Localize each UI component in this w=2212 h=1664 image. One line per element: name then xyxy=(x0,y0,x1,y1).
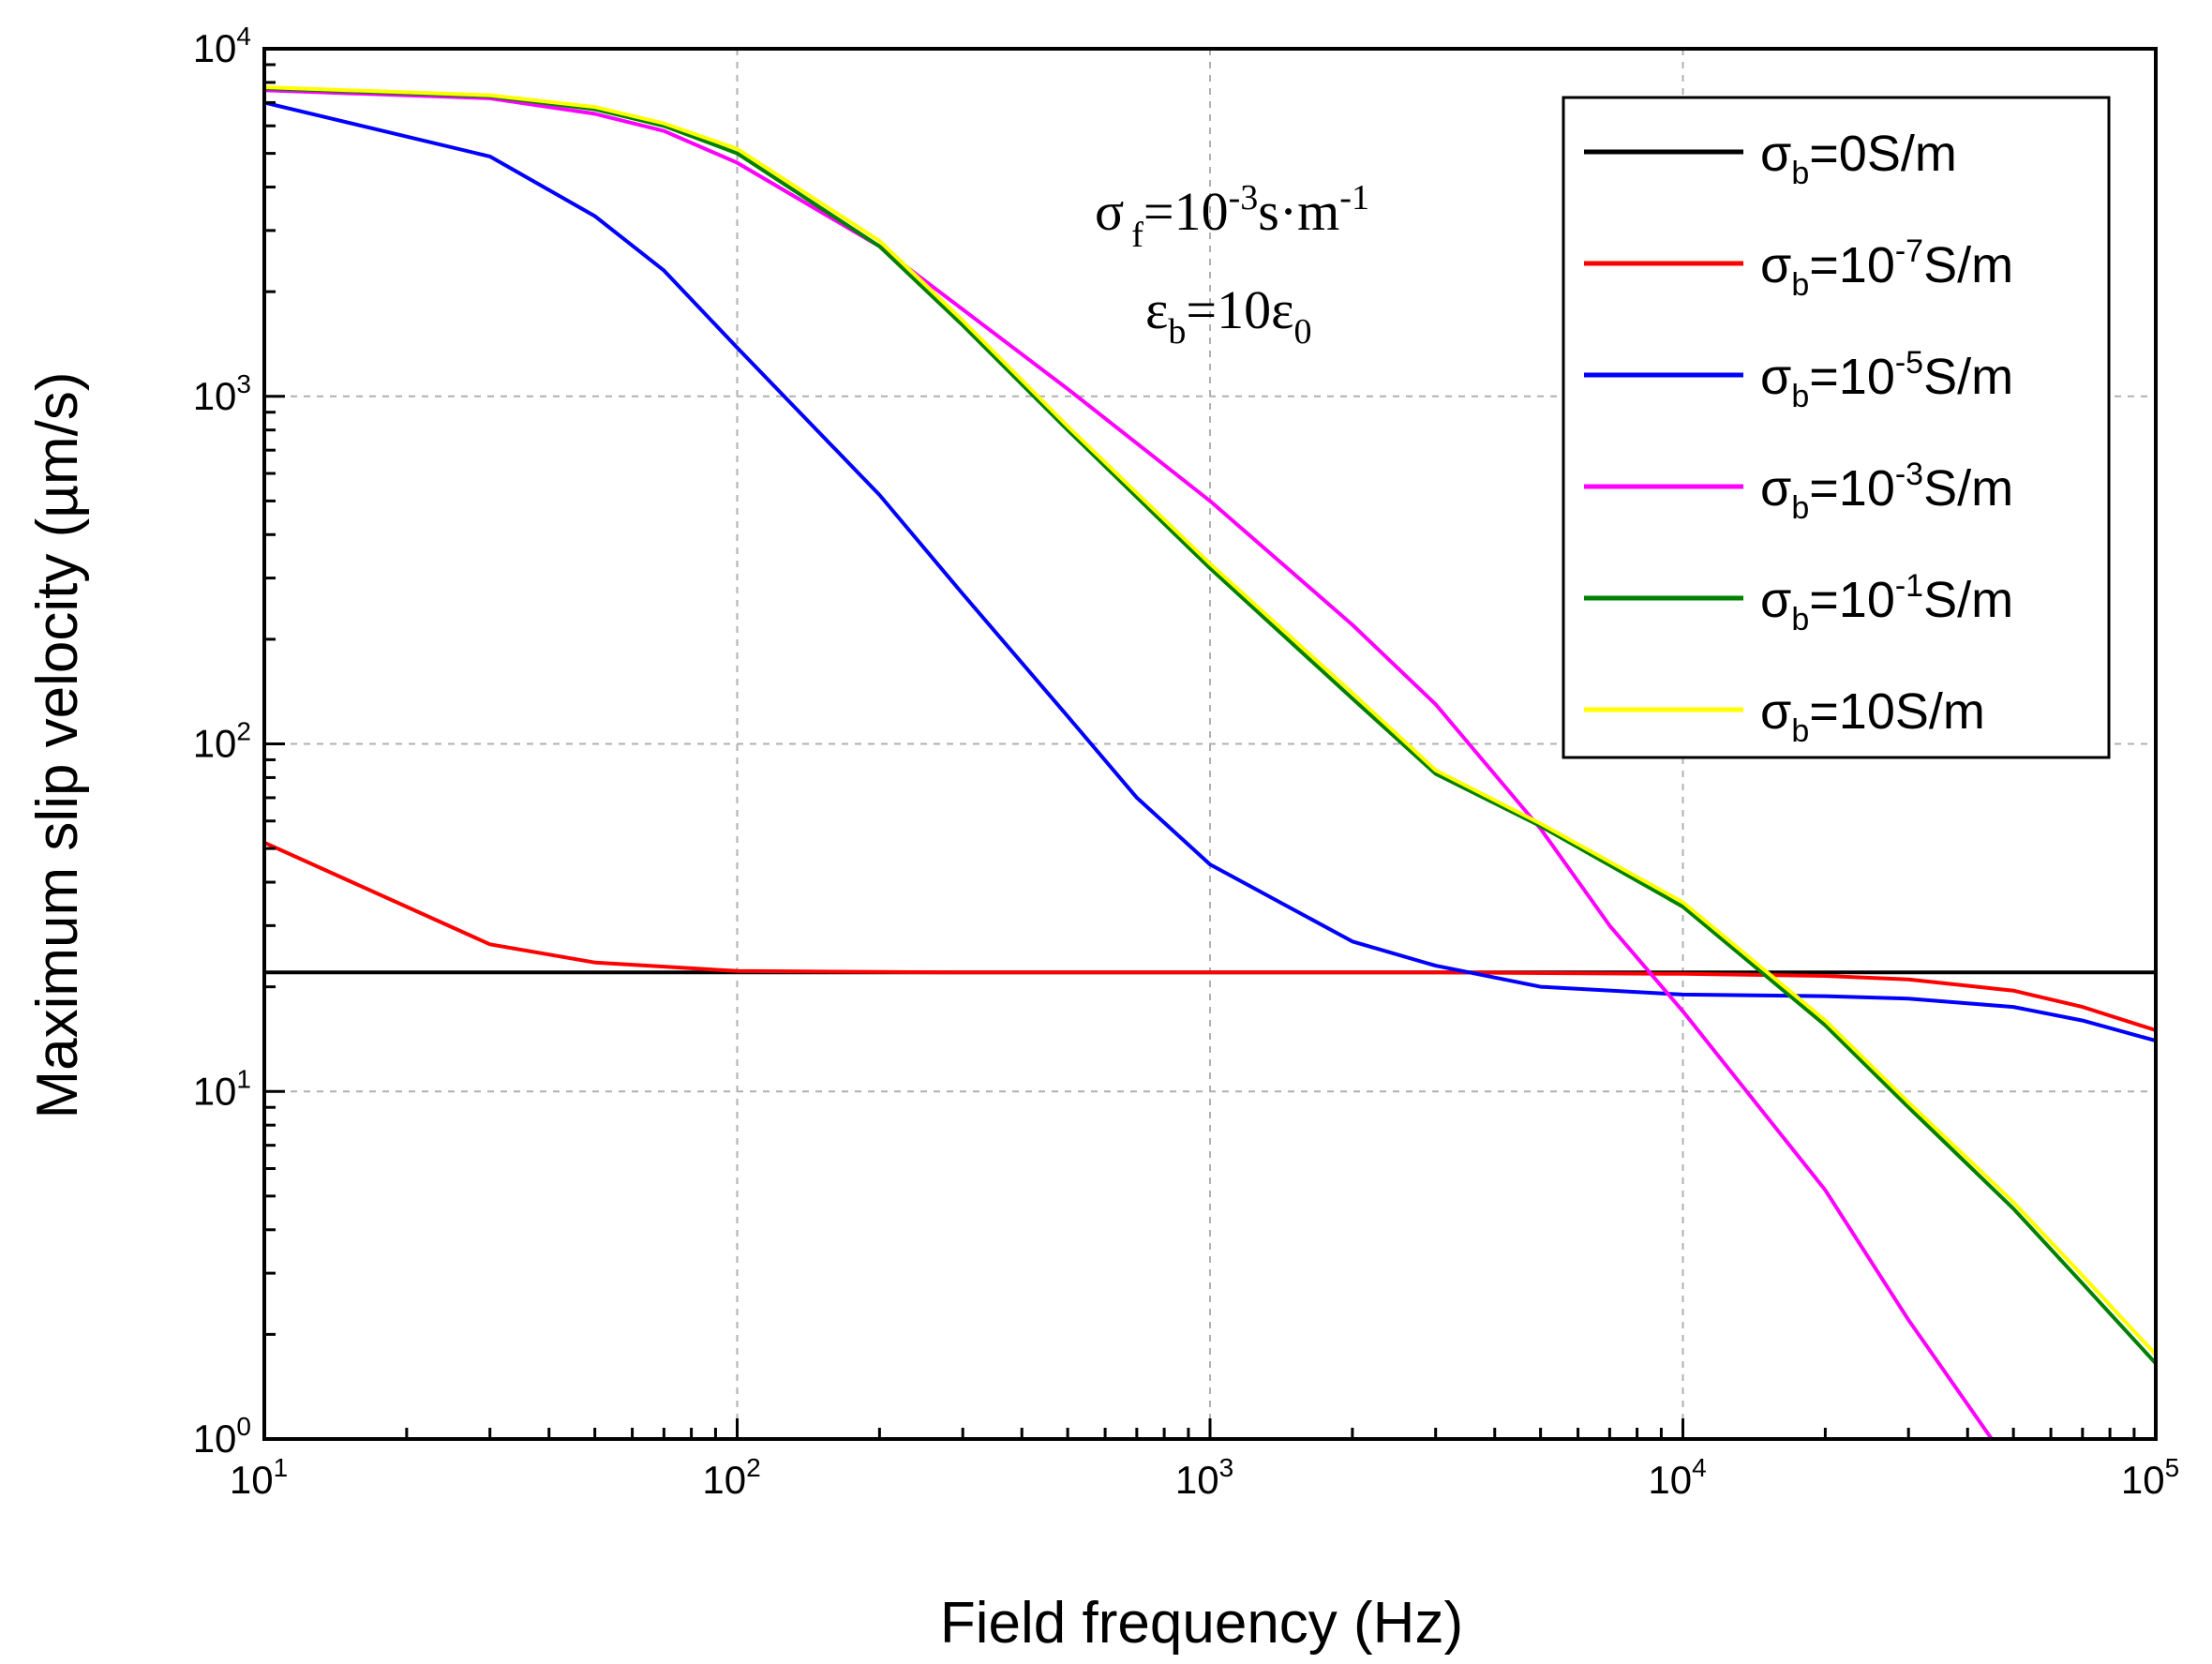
legend-label: σb=10-1S/m xyxy=(1760,568,2013,637)
x-axis-title: Field frequency (Hz) xyxy=(940,1591,1463,1656)
x-tick-label: 102 xyxy=(702,1453,760,1502)
annotation-line-1: σ f=10-3s·m-1 xyxy=(1095,178,1369,255)
annotation-line-2: εb=10ε0 xyxy=(1145,279,1311,352)
legend-label: σb=10-5S/m xyxy=(1760,345,2013,414)
y-tick-label: 103 xyxy=(193,369,251,418)
x-tick-label: 105 xyxy=(2121,1453,2179,1502)
ticks xyxy=(262,47,2158,1441)
y-tick-label: 101 xyxy=(193,1064,251,1113)
series-line-sigma-b-10 xyxy=(263,85,2158,1357)
y-axis-title: Maximum slip velocity (µm/s) xyxy=(25,371,90,1118)
legend-label: σb=10S/m xyxy=(1760,683,1985,749)
series-line-sigma-b-1e-3 xyxy=(263,88,1994,1441)
x-tick-label: 104 xyxy=(1648,1453,1706,1502)
legend-label: σb=0S/m xyxy=(1760,126,1957,191)
legend-label: σb=10-3S/m xyxy=(1760,457,2013,526)
y-tick-label: 100 xyxy=(193,1412,251,1461)
annotation: σ f=10-3s·m-1 εb=10ε0 xyxy=(1095,178,1369,352)
series-layer xyxy=(263,85,2158,1441)
series-line-sigma-b-1e-1 xyxy=(263,86,2158,1365)
x-tick-label: 103 xyxy=(1175,1453,1233,1502)
x-tick-label: 101 xyxy=(230,1453,288,1502)
series-line-sigma-b-1e-5 xyxy=(263,100,2157,1043)
y-tick-label: 104 xyxy=(193,22,251,70)
legend-label: σb=10-7S/m xyxy=(1760,233,2013,303)
legend-box xyxy=(1562,96,2111,759)
series-line-sigma-b-1e-7 xyxy=(263,840,2157,1032)
y-tick-label: 102 xyxy=(193,717,251,766)
legend: σb=0S/m σb=10-7S/m σb=10-5S/m σb=10-3S/m σb=… xyxy=(1562,96,2111,759)
